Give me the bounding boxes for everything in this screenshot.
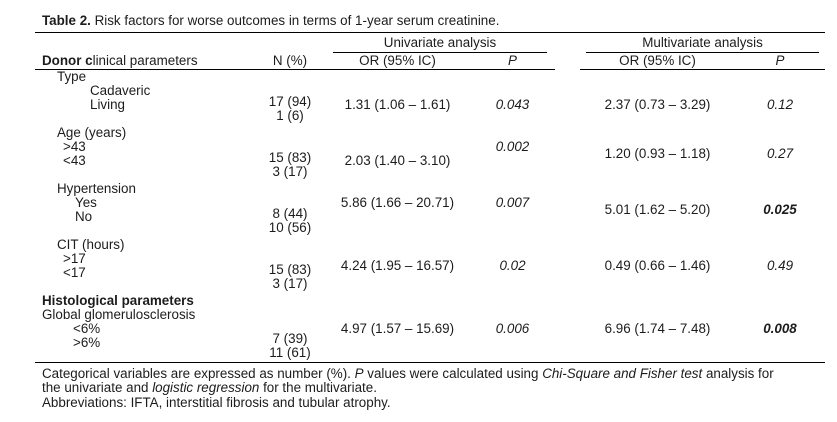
column-header-multi-or: OR (95% IC) [619, 53, 696, 68]
n-value: 1 (6) [276, 108, 304, 123]
footnote-line: Categorical variables are expressed as n… [42, 366, 825, 381]
table-title-text: Risk factors for worse outcomes in terms… [90, 13, 500, 28]
multi-p-value: 0.008 [763, 321, 797, 336]
footnote-text-italic: logistic regression [152, 380, 260, 396]
uni-or-value: 4.97 (1.57 – 15.69) [340, 321, 455, 336]
sub-label: >43 [63, 139, 86, 154]
n-value: 15 (83) [268, 262, 312, 277]
sub-label: <17 [63, 265, 86, 280]
sub-label: Living [90, 97, 125, 112]
uni-p-value: 0.007 [495, 195, 530, 210]
footnote-text: Categorical variables are expressed as n… [42, 366, 355, 381]
multi-p-value: 0.49 [766, 258, 794, 273]
uni-p-value: 0.006 [495, 321, 530, 336]
multi-or-value: 2.37 (0.73 – 3.29) [604, 97, 711, 112]
param-header-rest: linical parameters [92, 53, 198, 68]
n-values: 15 (83) 3 (17) [255, 140, 325, 182]
n-values: 15 (83) 3 (17) [255, 252, 325, 294]
sub-label: Yes [75, 195, 97, 210]
sub-label: >6% [73, 335, 101, 350]
table-header: Univariate analysis Multivariate analysi… [35, 33, 825, 69]
uni-p-value: 0.002 [495, 139, 530, 154]
table-container: Table 2. Risk factors for worse outcomes… [35, 8, 825, 410]
group-label: Type [57, 69, 87, 84]
footnote-text-italic: P [354, 366, 364, 381]
uni-or-value: 4.24 (1.95 – 16.57) [340, 258, 455, 273]
table: Univariate analysis Multivariate analysi… [35, 32, 825, 363]
group-label: Hypertension [57, 181, 136, 196]
n-value: 17 (94) [268, 94, 312, 109]
footnote-abbreviations: Abbreviations: IFTA, interstitial fibros… [42, 394, 391, 410]
column-header-parameters: Donor c linical parameters [35, 53, 255, 69]
footnote-text: the univariate and [42, 380, 153, 396]
uni-or-value: 5.86 (1.66 – 20.71) [340, 195, 455, 210]
multi-p-value: 0.12 [766, 97, 794, 112]
n-value: 7 (39) [272, 331, 308, 346]
n-value: 11 (61) [269, 345, 311, 360]
param-header-bold-part: Donor c [42, 53, 93, 68]
group-label: Age (years) [57, 125, 127, 140]
uni-p-value: 0.043 [495, 97, 530, 112]
column-header-n: N (%) [272, 53, 308, 68]
multi-or-value: 1.20 (0.93 – 1.18) [604, 146, 711, 161]
group-label: Global glomerulosclerosis [42, 307, 196, 322]
n-values: 17 (94) 1 (6) [255, 84, 325, 126]
column-header-uni-or: OR (95% IC) [359, 53, 436, 68]
table-title: Table 2. Risk factors for worse outcomes… [35, 8, 825, 32]
multi-or-value: 5.01 (1.62 – 5.20) [604, 202, 711, 217]
sub-label: Cadaveric [90, 83, 151, 98]
group-label: CIT (hours) [57, 237, 125, 252]
multi-p-value: 0.025 [763, 202, 797, 217]
univariate-spanner-header: Univariate analysis [333, 33, 547, 53]
n-values: 8 (44) 10 (56) [255, 196, 325, 238]
footnote-line: the univariate and logistic regression f… [42, 381, 825, 395]
multi-p-value: 0.27 [766, 146, 794, 161]
footnote-text: analysis for [702, 366, 774, 381]
uni-p-value: 0.02 [499, 258, 526, 273]
n-value: 10 (56) [268, 220, 312, 235]
footnotes: Categorical variables are expressed as n… [35, 363, 825, 410]
sub-label: No [75, 209, 93, 224]
footnote-text-italic: Chi-Square and Fisher test [542, 366, 703, 381]
section-header: Histological parameters [42, 293, 194, 308]
multi-or-value: 0.49 (0.66 – 1.46) [604, 258, 711, 273]
uni-or-value: 2.03 (1.40 – 3.10) [344, 153, 451, 168]
sub-label: >17 [63, 251, 86, 266]
n-values: 7 (39) 11 (61) [255, 322, 325, 362]
column-header-multi-p: P [775, 53, 785, 68]
n-value: 15 (83) [268, 150, 312, 165]
column-header-uni-p: P [508, 53, 517, 68]
table-body: Type Cadaveric Living 17 (94) 1 (6) 1.31… [35, 69, 825, 363]
footnote-text: for the multivariate. [259, 380, 377, 396]
uni-or-value: 1.31 (1.06 – 1.61) [344, 97, 451, 112]
footnote-text: values were calculated using [363, 366, 543, 381]
multivariate-spanner-header: Multivariate analysis [586, 33, 819, 53]
sub-label: <43 [63, 153, 86, 168]
n-value: 8 (44) [272, 206, 308, 221]
n-value: 3 (17) [272, 164, 308, 179]
table-number: Table 2. [42, 13, 91, 28]
n-value: 3 (17) [272, 276, 308, 291]
multi-or-value: 6.96 (1.74 – 7.48) [604, 321, 711, 336]
sub-label: <6% [73, 321, 101, 336]
